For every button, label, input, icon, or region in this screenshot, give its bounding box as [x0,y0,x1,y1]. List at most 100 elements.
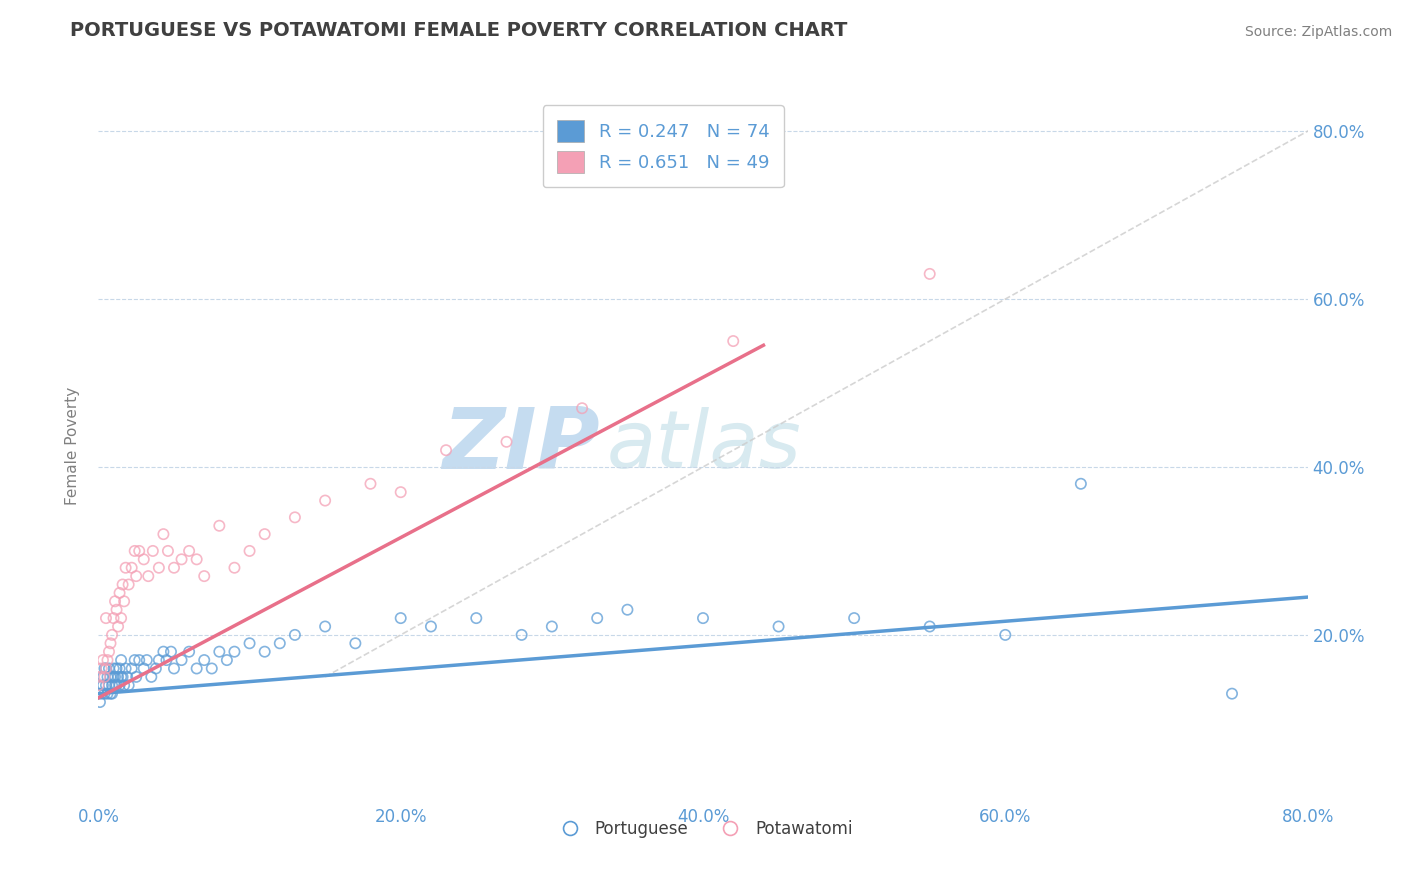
Point [1070,476,1092,491]
Text: ZIP: ZIP [443,404,600,488]
Point [170,653,193,667]
Legend: Portuguese, Potawatomi: Portuguese, Potawatomi [547,814,859,845]
Point [132,552,155,566]
Point [314,493,336,508]
Point [768,619,790,633]
Point [145,661,167,675]
Point [121,560,143,574]
Point [111,670,134,684]
Point [224,560,246,574]
Point [201,661,224,675]
Point [344,636,367,650]
Point [94,678,117,692]
Point [723,334,745,348]
Point [100,670,122,684]
Point [101,628,124,642]
Point [152,645,174,659]
Point [98,678,121,692]
Point [93,661,115,675]
Point [107,619,129,633]
Point [89,670,111,684]
Point [239,636,262,650]
Point [571,401,593,416]
Point [253,645,276,659]
Point [98,661,121,675]
Point [104,594,127,608]
Point [224,645,246,659]
Point [284,628,307,642]
Point [510,628,533,642]
Point [124,653,146,667]
Point [96,687,118,701]
Point [110,653,132,667]
Point [844,611,866,625]
Point [1220,687,1243,701]
Point [112,678,135,692]
Point [163,661,186,675]
Point [91,653,114,667]
Point [105,603,128,617]
Point [90,687,112,701]
Point [692,611,714,625]
Point [179,645,201,659]
Point [118,678,141,692]
Point [101,678,124,692]
Point [186,661,208,675]
Point [114,661,136,675]
Point [918,619,941,633]
Point [141,670,163,684]
Point [96,670,118,684]
Point [135,653,157,667]
Point [125,569,148,583]
Point [179,544,201,558]
Point [118,577,141,591]
Point [269,636,291,650]
Point [465,611,488,625]
Point [284,510,307,524]
Point [91,678,114,692]
Point [103,611,125,625]
Point [103,670,125,684]
Point [215,653,238,667]
Point [104,670,127,684]
Point [918,267,941,281]
Point [163,560,186,574]
Point [586,611,609,625]
Point [124,544,146,558]
Point [193,569,215,583]
Point [108,586,131,600]
Point [114,560,136,574]
Point [103,661,125,675]
Point [208,518,231,533]
Point [434,443,457,458]
Point [160,645,183,659]
Point [136,569,159,583]
Point [93,670,115,684]
Point [107,670,129,684]
Point [170,552,193,566]
Point [360,476,382,491]
Point [87,687,110,701]
Point [105,678,128,692]
Point [142,544,165,558]
Point [420,619,443,633]
Point [156,544,179,558]
Point [96,653,118,667]
Point [108,661,131,675]
Point [193,653,215,667]
Point [94,661,117,675]
Point [91,670,114,684]
Y-axis label: Female Poverty: Female Poverty [65,387,80,505]
Point [89,695,111,709]
Point [148,653,170,667]
Point [121,661,143,675]
Point [105,661,128,675]
Point [152,527,174,541]
Point [104,678,127,692]
Point [239,544,262,558]
Point [208,645,231,659]
Point [108,678,131,692]
Point [148,560,170,574]
Point [128,544,150,558]
Point [115,670,138,684]
